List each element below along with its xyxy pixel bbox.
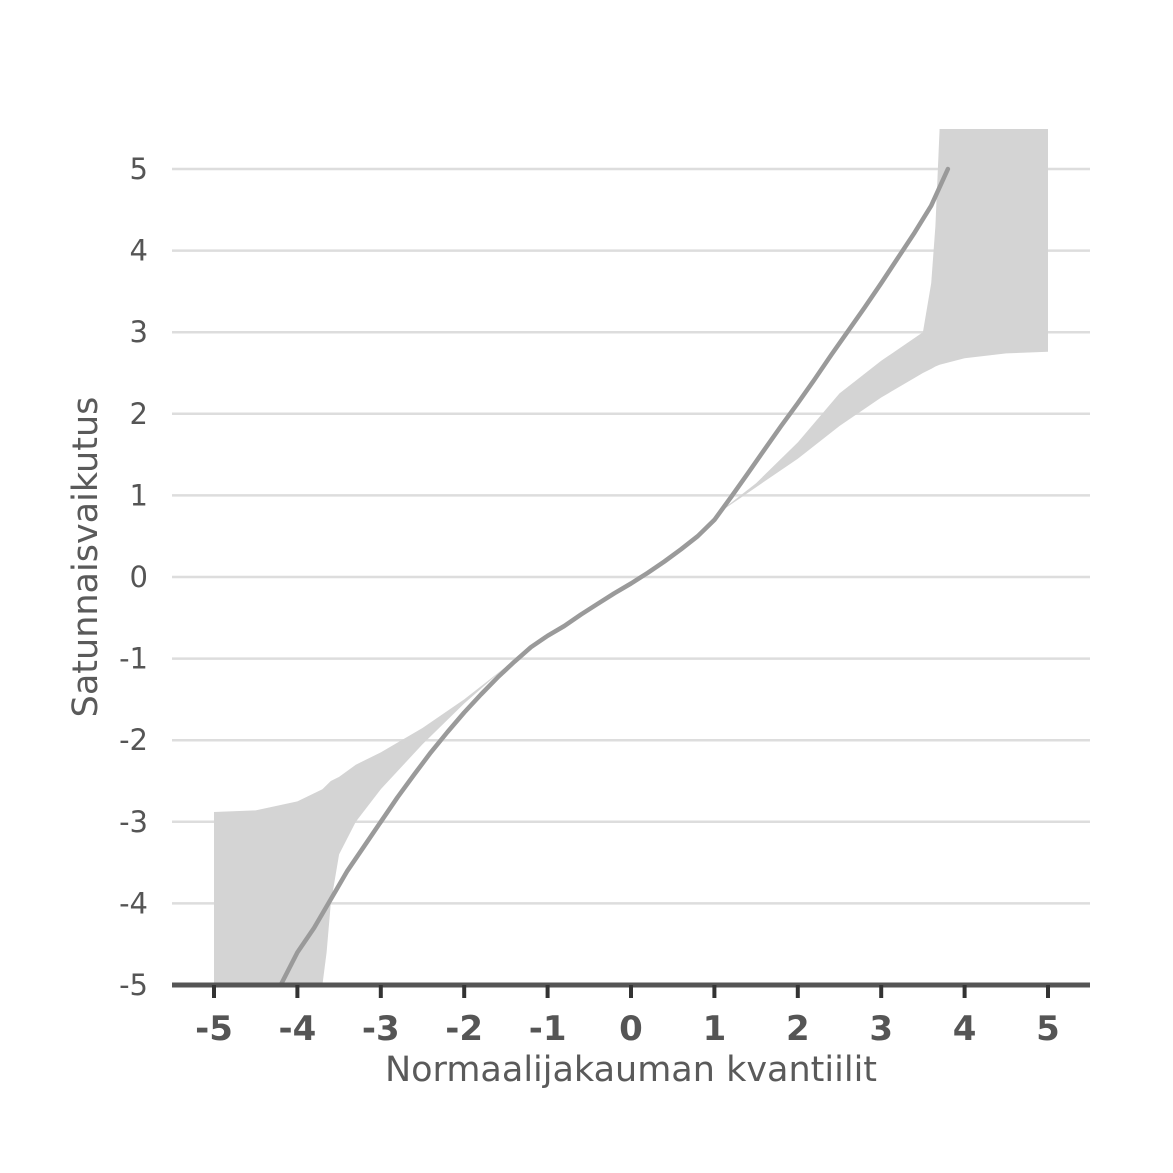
confidence-band-area xyxy=(214,129,1048,985)
y-tick-label: -1 xyxy=(119,642,148,676)
y-tick-label: 3 xyxy=(130,315,148,349)
x-axis xyxy=(172,982,1090,998)
y-tick-label: 1 xyxy=(130,478,148,512)
series-line xyxy=(278,166,951,988)
y-tick-label: -4 xyxy=(119,886,148,920)
x-tick-label: 2 xyxy=(786,1009,810,1049)
x-tick-label: -1 xyxy=(529,1009,567,1049)
x-tick-labels: -5 -4 -3 -2 -1 0 1 2 3 4 5 xyxy=(195,1009,1060,1049)
x-tick-label: 4 xyxy=(953,1009,977,1049)
x-tick-label: -2 xyxy=(445,1009,483,1049)
gridlines xyxy=(172,167,1090,905)
y-tick-label: 0 xyxy=(130,560,148,594)
x-tick-label: 0 xyxy=(619,1009,643,1049)
x-tick-label: 3 xyxy=(869,1009,893,1049)
y-tick-label: 2 xyxy=(130,397,148,431)
y-tick-label: 4 xyxy=(130,234,148,268)
y-tick-label: 5 xyxy=(130,152,148,186)
x-axis-title: Normaalijakauman kvantiilit xyxy=(385,1050,877,1090)
y-tick-label: -2 xyxy=(119,723,148,757)
confidence-band xyxy=(214,129,1048,985)
x-tick-label: -4 xyxy=(279,1009,317,1049)
x-tick-label: -3 xyxy=(362,1009,400,1049)
y-tick-label: -5 xyxy=(119,968,148,1002)
y-tick-labels: 5 4 3 2 1 0 -1 -2 -3 -4 -5 xyxy=(119,152,148,1002)
x-tick-label: -5 xyxy=(195,1009,233,1049)
x-tick-label: 1 xyxy=(703,1009,727,1049)
x-tick-label: 5 xyxy=(1036,1009,1060,1049)
y-axis-title: Satunnaisvaikutus xyxy=(66,397,106,718)
series-lines xyxy=(278,166,951,988)
y-tick-label: -3 xyxy=(119,805,148,839)
